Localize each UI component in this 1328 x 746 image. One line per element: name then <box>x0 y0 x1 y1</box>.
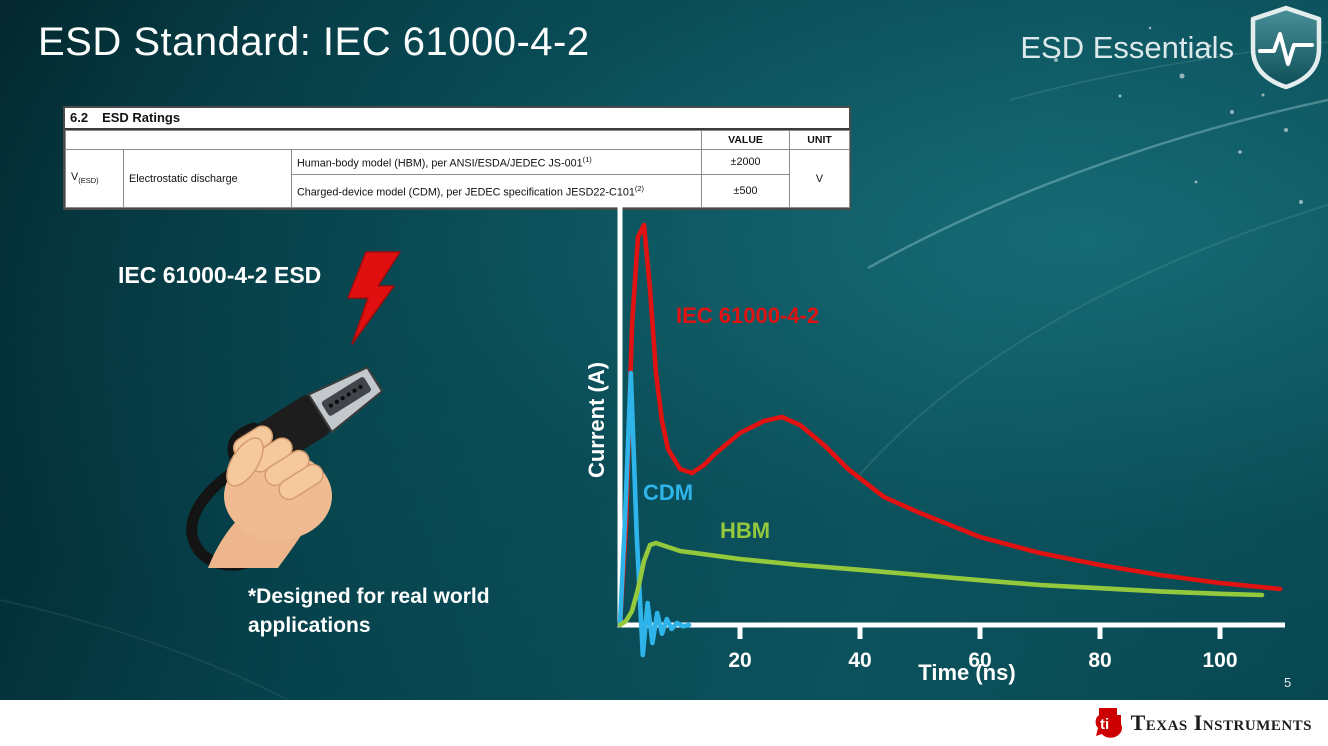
ti-logo: ti Texas Instruments <box>1093 707 1312 739</box>
y-axis-label: Current (A) <box>584 361 609 479</box>
shield-pulse-icon <box>1246 4 1326 95</box>
iec-esd-caption: IEC 61000-4-2 ESD <box>118 262 322 288</box>
x-tick-label: 40 <box>848 649 871 672</box>
section-number: 6.2 <box>70 110 89 125</box>
series-curve-cdm <box>617 370 692 658</box>
designed-note: *Designed for real world applications <box>248 585 490 638</box>
symbol-cell: V(ESD) <box>65 149 124 208</box>
hbm-description-cell: Human-body model (HBM), per ANSI/ESDA/JE… <box>290 149 703 175</box>
series-label-iec: IEC 61000-4-2 <box>676 303 820 328</box>
svg-text:ti: ti <box>1100 716 1109 733</box>
lightning-bolt-icon <box>336 250 414 353</box>
series-label-cdm: CDM <box>643 480 694 505</box>
series-label-hbm: HBM <box>720 518 771 543</box>
esd-waveform-chart: 20 40 60 80 100 <box>617 207 1285 672</box>
x-tick-label: 20 <box>728 649 751 672</box>
ratings-grid: VALUE UNIT V(ESD) Electrostatic discharg… <box>64 130 851 208</box>
x-tick-label: 80 <box>1088 649 1111 672</box>
hbm-value-cell: ±2000 <box>701 149 791 175</box>
ti-logo-text: Texas Instruments <box>1130 710 1312 735</box>
cdm-value-cell: ±500 <box>701 174 791 208</box>
header-unit: UNIT <box>789 130 851 150</box>
unit-cell: V <box>789 149 851 208</box>
header-empty-cell <box>64 130 703 150</box>
table-header-row: VALUE UNIT <box>64 130 851 150</box>
x-tick-label: 60 <box>968 649 991 672</box>
brand-label: ESD Essentials <box>1020 30 1234 65</box>
ti-logo-icon: ti <box>1095 708 1122 738</box>
parameter-cell: Electrostatic discharge <box>123 149 292 208</box>
table-row: V(ESD) Electrostatic discharge Human-bod… <box>65 149 851 208</box>
esd-ratings-table: 6.2 ESD Ratings VALUE UNIT V(ESD) Electro… <box>63 106 851 210</box>
x-tick-label: 100 <box>1202 649 1237 672</box>
page-title: ESD Standard: IEC 61000-4-2 <box>38 20 590 64</box>
series-curve-iec-61000-4-2 <box>617 222 1283 628</box>
slide-number: 5 <box>1284 675 1292 690</box>
cdm-description-cell: Charged-device model (CDM), per JEDEC sp… <box>290 174 703 208</box>
ratings-section-title: 6.2 ESD Ratings <box>65 108 849 130</box>
series-curve-hbm <box>617 540 1265 628</box>
x-axis-label: Time (ns) <box>918 660 1016 685</box>
table-row: Charged-device model (CDM), per JEDEC sp… <box>66 174 850 208</box>
footer-bar: ti Texas Instruments <box>0 700 1328 746</box>
section-name: ESD Ratings <box>102 110 181 125</box>
header-value: VALUE <box>701 130 791 150</box>
hand-hdmi-illustration <box>150 316 420 576</box>
